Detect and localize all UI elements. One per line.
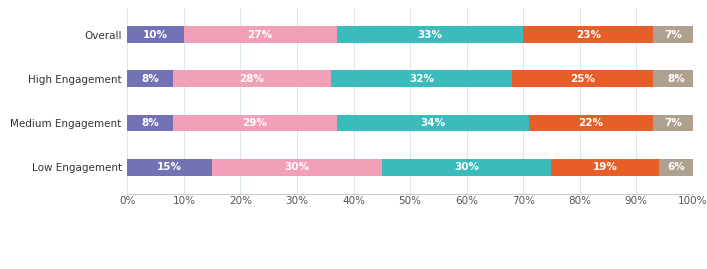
Bar bbox=[184, 26, 337, 43]
Bar bbox=[127, 159, 212, 176]
Text: 22%: 22% bbox=[578, 118, 604, 128]
Text: 30%: 30% bbox=[454, 162, 479, 172]
Bar bbox=[127, 115, 173, 131]
Text: 15%: 15% bbox=[157, 162, 182, 172]
Bar bbox=[127, 26, 184, 43]
Text: 8%: 8% bbox=[667, 74, 685, 84]
Bar bbox=[551, 159, 659, 176]
Text: 7%: 7% bbox=[664, 30, 682, 40]
Bar bbox=[173, 115, 337, 131]
Text: 29%: 29% bbox=[242, 118, 267, 128]
Text: 30%: 30% bbox=[284, 162, 310, 172]
Bar bbox=[331, 70, 512, 87]
Bar bbox=[659, 159, 693, 176]
Bar bbox=[653, 70, 699, 87]
Bar bbox=[173, 70, 331, 87]
Bar bbox=[127, 70, 173, 87]
Bar bbox=[337, 26, 523, 43]
Bar bbox=[529, 115, 653, 131]
Text: 32%: 32% bbox=[409, 74, 434, 84]
Text: 19%: 19% bbox=[592, 162, 618, 172]
Text: 33%: 33% bbox=[417, 30, 443, 40]
Text: 27%: 27% bbox=[247, 30, 273, 40]
Bar bbox=[337, 115, 529, 131]
Bar bbox=[653, 115, 693, 131]
Text: 23%: 23% bbox=[575, 30, 601, 40]
Text: 8%: 8% bbox=[141, 118, 159, 128]
Bar bbox=[653, 26, 693, 43]
Bar bbox=[523, 26, 653, 43]
Bar bbox=[212, 159, 382, 176]
Text: 7%: 7% bbox=[664, 118, 682, 128]
Text: 10%: 10% bbox=[143, 30, 168, 40]
Text: 8%: 8% bbox=[141, 74, 159, 84]
Bar bbox=[382, 159, 551, 176]
Text: 28%: 28% bbox=[239, 74, 264, 84]
Text: 34%: 34% bbox=[420, 118, 445, 128]
Text: 6%: 6% bbox=[667, 162, 685, 172]
Bar bbox=[512, 70, 653, 87]
Text: 25%: 25% bbox=[570, 74, 595, 84]
